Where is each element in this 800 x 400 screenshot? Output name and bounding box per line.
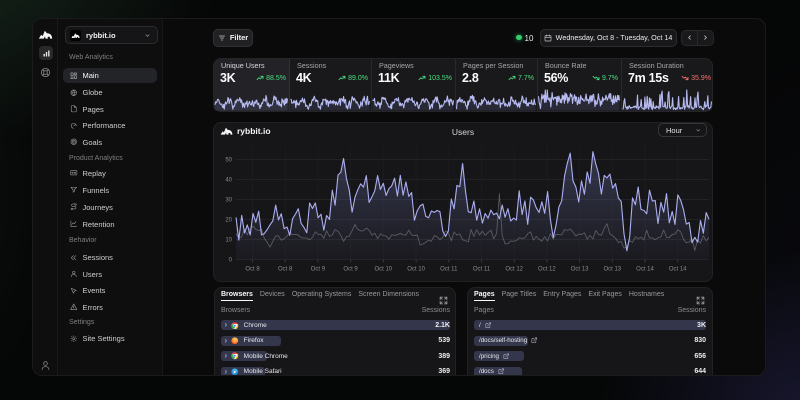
svg-text:Oct 14: Oct 14 [636, 266, 654, 272]
svg-text:Oct 9: Oct 9 [343, 266, 358, 272]
svg-text:Oct 9: Oct 9 [311, 266, 326, 272]
svg-text:40: 40 [225, 177, 232, 183]
svg-text:Oct 10: Oct 10 [407, 266, 425, 272]
svg-text:Oct 13: Oct 13 [603, 266, 621, 272]
svg-text:Oct 12: Oct 12 [505, 266, 523, 272]
svg-text:Oct 13: Oct 13 [571, 266, 589, 272]
svg-text:10: 10 [225, 237, 232, 243]
svg-text:Oct 12: Oct 12 [538, 266, 556, 272]
svg-text:30: 30 [225, 197, 232, 203]
svg-text:Oct 14: Oct 14 [669, 266, 687, 272]
svg-text:Oct 8: Oct 8 [278, 266, 293, 272]
svg-text:20: 20 [225, 217, 232, 223]
svg-text:0: 0 [229, 257, 233, 263]
svg-text:Oct 11: Oct 11 [473, 266, 491, 272]
svg-text:50: 50 [225, 157, 232, 163]
svg-text:Oct 8: Oct 8 [245, 266, 260, 272]
svg-text:Oct 11: Oct 11 [440, 266, 458, 272]
svg-text:Oct 10: Oct 10 [374, 266, 392, 272]
